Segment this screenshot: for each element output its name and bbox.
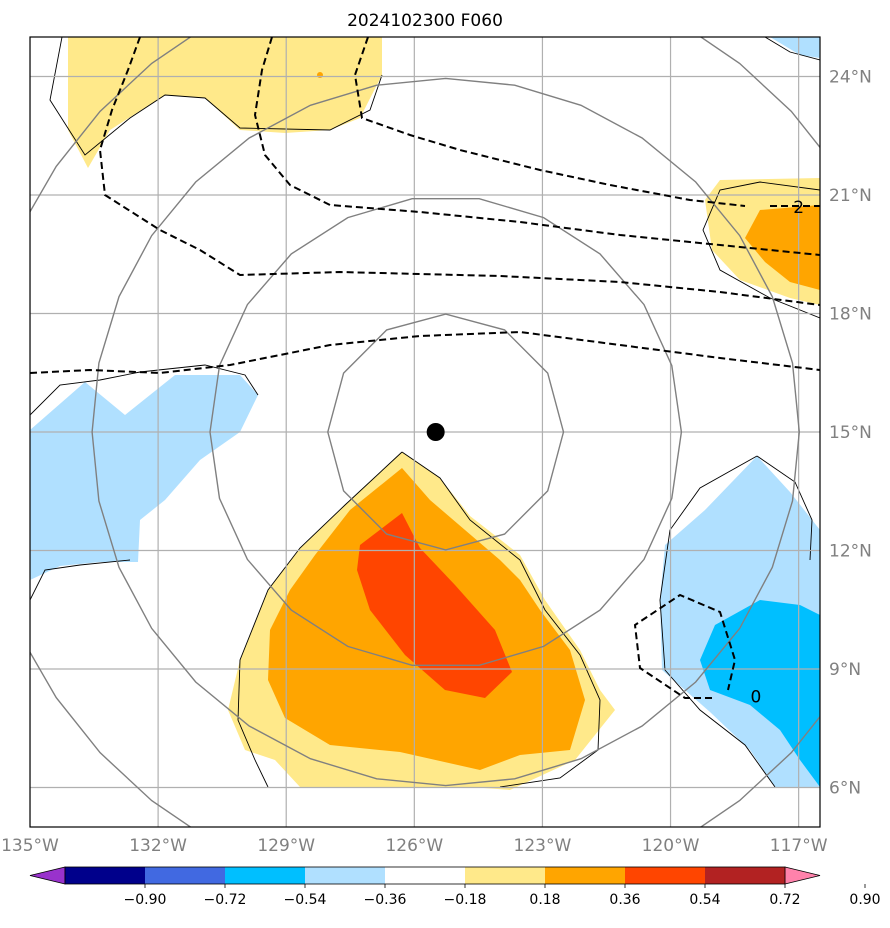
outline-contour: [401, 451, 601, 788]
dashed-contour: [30, 330, 820, 375]
outline-contour: [237, 451, 403, 788]
colorbar-extend-low: [29, 866, 66, 885]
colorbar-tick-label: −0.90: [124, 892, 167, 908]
dashed-contour: [353, 37, 820, 207]
longitude-label: 129°W: [257, 836, 315, 856]
shaded-region-positive-low: [68, 37, 382, 168]
shaded-region-negative-low: [770, 37, 820, 58]
shaded-region-positive-high: [357, 513, 512, 698]
colorbar-tick-label: −0.72: [204, 892, 247, 908]
outline-contour: [756, 455, 813, 561]
outline-contour: [30, 559, 131, 601]
colorbar-swatch: [545, 867, 626, 884]
colorbar-swatch: [385, 867, 466, 884]
latitude-label: 6°N: [829, 779, 861, 799]
colorbar-tick-label: 0.90: [849, 892, 880, 908]
map-area: 2 0: [30, 37, 820, 827]
longitude-label: 120°W: [642, 836, 700, 856]
colorbar-tick-label: 0.54: [689, 892, 720, 908]
colorbar-swatch: [145, 867, 226, 884]
dashed-contour: [253, 37, 820, 256]
longitude-label: 132°W: [129, 836, 187, 856]
colorbar-tick-label: 0.18: [529, 892, 560, 908]
latitude-label: 18°N: [829, 305, 872, 325]
colorbar-tick-label: 0.72: [769, 892, 800, 908]
colorbar-outline: [64, 866, 786, 885]
colorbar-swatch: [305, 867, 386, 884]
outline-contour: [764, 37, 820, 61]
outline-contour: [49, 37, 383, 156]
colorbar-swatch: [225, 867, 306, 884]
latitude-label: 12°N: [829, 542, 872, 562]
contour-label: 0: [751, 688, 762, 708]
map-frame: [29, 36, 821, 828]
colorbar-tick-label: −0.54: [284, 892, 327, 908]
longitude-labels: 135°W 132°W 129°W 126°W 123°W 120°W 117°W: [1, 836, 828, 856]
dashed-contour: [98, 37, 820, 306]
latitude-label: 24°N: [829, 68, 872, 88]
colorbar: −0.90 −0.72 −0.54 −0.36 −0.18 0.18 0.36 0.54 0.7…: [29, 866, 881, 908]
contour-label: 2: [793, 198, 804, 218]
dashed-contour: [633, 593, 737, 699]
outline-contour: [659, 455, 776, 788]
colorbar-tick-label: −0.36: [364, 892, 407, 908]
colorbar-swatch: [625, 867, 706, 884]
range-circle: [209, 197, 683, 666]
longitude-label: 123°W: [514, 836, 572, 856]
outline-contours: [30, 37, 820, 788]
latitude-label: 15°N: [829, 423, 872, 443]
shaded-region-positive-mid: [745, 205, 820, 290]
colorbar-swatch: [705, 867, 786, 884]
colorbar-tick-label: 0.36: [609, 892, 640, 908]
gridlines: [30, 37, 820, 827]
colorbar-swatch: [65, 867, 146, 884]
colorbar-extend-high: [784, 866, 821, 885]
chart-title: 2024102300 F060: [347, 11, 503, 31]
longitude-label: 135°W: [1, 836, 59, 856]
range-circles: [30, 37, 820, 827]
range-circle: [327, 313, 565, 551]
longitude-label: 126°W: [385, 836, 443, 856]
latitude-labels: 24°N 21°N 18°N 15°N 12°N 9°N 6°N: [829, 68, 872, 799]
colorbar-tick-label: −0.18: [444, 892, 487, 908]
dashed-contours: [30, 37, 820, 699]
range-circle: [91, 77, 801, 787]
latitude-label: 9°N: [829, 660, 861, 680]
storm-center-marker: [426, 423, 445, 441]
shaded-region-negative-low: [30, 375, 258, 580]
longitude-label: 117°W: [770, 836, 828, 856]
colorbar-swatch: [465, 867, 546, 884]
latitude-label: 21°N: [829, 186, 872, 206]
